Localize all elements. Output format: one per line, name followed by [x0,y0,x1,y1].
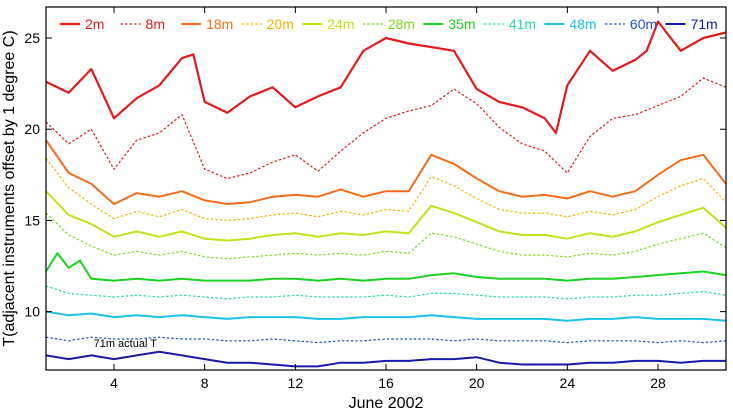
legend-label-24m: 24m [327,16,354,32]
series-line-24m [46,190,726,242]
legend-label-8m: 8m [146,16,165,32]
series-line-2m [46,20,726,134]
x-tick-label: 8 [201,375,209,391]
legend-label-28m: 28m [388,16,415,32]
x-tick-label: 16 [378,375,394,391]
x-tick-label: 24 [560,375,576,391]
y-tick-label: 20 [24,121,40,137]
tick-layer: 4 8 12 16 20 24 28 10 15 20 25 [24,7,726,391]
x-tick-label: 12 [288,375,304,391]
series-line-20m [46,158,726,221]
series-line-71m [46,350,726,368]
series-layer [46,20,726,368]
legend-label-71m: 71m [690,16,717,32]
legend-label-2m: 2m [85,16,104,32]
y-tick-label: 25 [24,30,40,46]
legend-label-20m: 20m [267,16,294,32]
legend-label-35m: 35m [448,16,475,32]
x-tick-label: 4 [110,375,118,391]
series-line-48m [46,310,726,322]
series-line-35m [46,252,726,282]
series-line-60m [46,336,726,344]
legend-label-41m: 41m [509,16,536,32]
series-line-8m [46,77,726,180]
series-line-18m [46,139,726,205]
series-line-28m [46,212,726,260]
y-tick-label: 10 [24,304,40,320]
legend: 2m 8m 18m 20m 24m 28m 35m 41m 48m 60m 71m [60,16,718,32]
x-axis-label: June 2002 [349,395,424,412]
series-line-41m [46,285,726,300]
y-tick-label: 15 [24,212,40,228]
legend-label-48m: 48m [569,16,596,32]
legend-label-18m: 18m [206,16,233,32]
x-tick-label: 20 [469,375,485,391]
legend-label-60m: 60m [630,16,657,32]
annotation-71m: 71m actual T [94,338,158,350]
y-axis-label: T(adjacent instruments offset by 1 degre… [1,30,18,346]
x-tick-label: 28 [650,375,666,391]
